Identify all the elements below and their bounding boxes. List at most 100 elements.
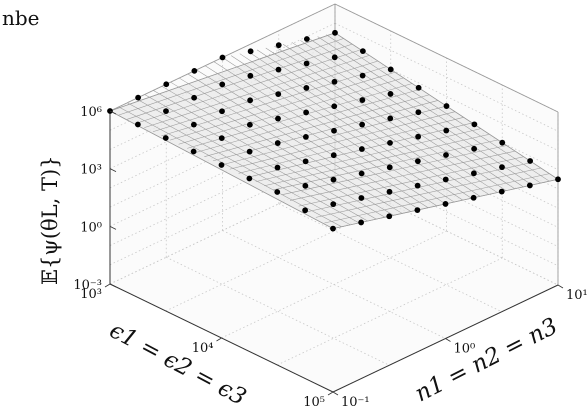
mesh-line xyxy=(324,173,550,224)
data-point xyxy=(359,121,366,128)
mesh-line xyxy=(178,77,404,145)
data-point xyxy=(527,158,534,164)
tick-mark xyxy=(445,338,451,342)
data-point xyxy=(302,182,309,189)
data-point xyxy=(162,135,169,141)
mesh-line xyxy=(127,43,353,120)
mesh-line xyxy=(291,42,515,189)
data-point xyxy=(218,135,225,142)
y-tick-label: 10¹ xyxy=(566,288,588,303)
mesh-line xyxy=(153,90,377,220)
data-point xyxy=(414,158,421,165)
y-tick-label: 10⁻¹ xyxy=(341,395,370,406)
data-point xyxy=(247,72,254,79)
axis-edge xyxy=(334,3,559,113)
data-point xyxy=(442,201,449,207)
data-point xyxy=(386,188,393,195)
data-point xyxy=(526,182,533,189)
mesh-line xyxy=(118,38,344,116)
data-point xyxy=(247,97,254,104)
data-point xyxy=(414,182,421,189)
data-point xyxy=(386,213,393,220)
x-tick-label: 10⁵ xyxy=(303,395,325,406)
data-point xyxy=(246,175,253,182)
data-point xyxy=(470,170,477,177)
data-point xyxy=(359,72,366,79)
mesh-line xyxy=(264,133,490,187)
data-point xyxy=(331,103,338,110)
z-tick-label: 10⁰ xyxy=(80,220,102,235)
data-point xyxy=(330,201,337,208)
mesh-line xyxy=(118,106,342,227)
data-point xyxy=(358,195,365,201)
data-point xyxy=(219,108,225,115)
data-point xyxy=(498,188,505,195)
mesh-line xyxy=(274,45,498,193)
grid-line xyxy=(334,22,559,132)
mesh-line xyxy=(239,53,463,201)
data-point xyxy=(303,36,310,42)
data-point xyxy=(191,94,198,101)
grid-line xyxy=(166,256,390,366)
grid-line xyxy=(165,203,391,312)
data-point xyxy=(332,29,338,36)
data-point xyxy=(302,133,309,140)
data-point xyxy=(275,66,282,73)
y-tick-label: 10⁰ xyxy=(454,342,476,357)
data-point xyxy=(135,94,142,101)
data-point xyxy=(274,140,281,146)
mesh-line xyxy=(161,66,387,137)
mesh-line xyxy=(281,145,507,196)
data-point xyxy=(499,164,505,171)
data-point xyxy=(163,108,169,115)
grid-line xyxy=(222,230,446,339)
mesh-line xyxy=(187,73,412,212)
mesh-line xyxy=(205,65,429,208)
data-point xyxy=(275,91,282,98)
mesh-line xyxy=(255,128,481,182)
mesh-line xyxy=(135,98,360,224)
grid-line xyxy=(109,157,336,266)
z-tick-label: 10³ xyxy=(80,163,102,178)
data-points xyxy=(107,29,561,232)
tick-mark xyxy=(109,110,117,115)
data-point xyxy=(331,54,338,61)
data-point xyxy=(331,127,337,134)
data-point xyxy=(414,207,421,214)
data-point xyxy=(442,176,449,183)
mesh-line xyxy=(230,111,456,170)
mesh-line xyxy=(195,88,421,153)
data-point xyxy=(387,115,394,122)
mesh-line xyxy=(315,167,541,218)
mesh-line xyxy=(127,102,351,226)
data-point xyxy=(330,176,337,183)
data-point xyxy=(443,103,450,109)
mesh-line xyxy=(290,150,516,201)
mesh-line xyxy=(170,81,394,216)
data-point xyxy=(387,91,394,97)
data-point xyxy=(387,66,394,73)
mesh-line xyxy=(272,139,499,191)
data-point xyxy=(303,85,310,91)
tick-mark xyxy=(109,225,117,230)
mesh-line xyxy=(256,49,481,197)
header-fragment: nbe xyxy=(2,6,40,30)
tick-mark xyxy=(104,283,111,288)
data-point xyxy=(134,121,141,128)
data-point xyxy=(274,164,281,171)
data-point xyxy=(303,109,310,116)
data-point xyxy=(302,207,309,214)
mesh-line xyxy=(298,156,524,207)
z-tick-label: 10⁻³ xyxy=(73,278,102,293)
grid-line xyxy=(277,257,503,366)
data-point xyxy=(387,139,393,146)
data-point xyxy=(190,148,197,155)
data-point xyxy=(219,81,226,88)
tick-mark xyxy=(557,284,564,289)
data-point xyxy=(415,133,422,140)
data-point xyxy=(443,152,449,158)
data-point xyxy=(163,81,170,88)
data-point xyxy=(358,219,365,226)
mesh-line xyxy=(213,61,437,207)
